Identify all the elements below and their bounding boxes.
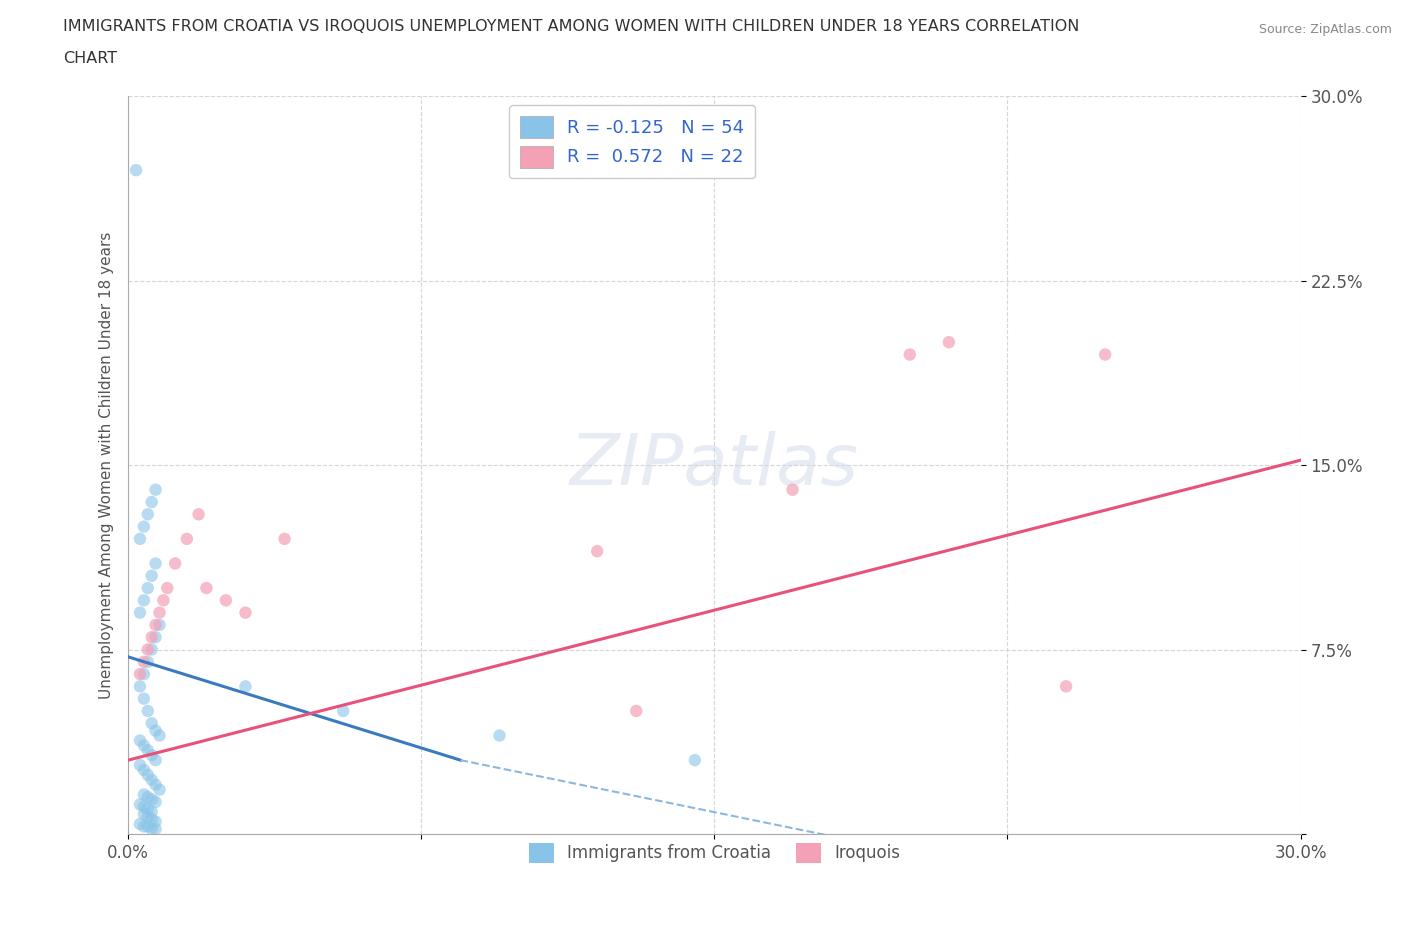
Point [136,507,159,522]
Point [136,790,159,804]
Point [141,772,163,787]
Point [145,821,167,836]
Point [683,752,706,767]
Text: IMMIGRANTS FROM CROATIA VS IROQUOIS UNEMPLOYMENT AMONG WOMEN WITH CHILDREN UNDER: IMMIGRANTS FROM CROATIA VS IROQUOIS UNEM… [63,19,1080,33]
Point [141,821,163,836]
Point [782,483,804,498]
Point [148,605,170,620]
Point [132,667,155,682]
Point [195,580,218,595]
Point [129,679,152,694]
Point [148,728,170,743]
Point [156,580,179,595]
Point [129,605,152,620]
Point [145,724,167,738]
Point [132,787,155,802]
Point [148,782,170,797]
Point [129,733,152,748]
Point [132,819,155,834]
Point [129,797,152,812]
Point [145,777,167,792]
Point [132,763,155,777]
Point [145,814,167,829]
Point [132,737,155,752]
Point [145,483,167,498]
Point [125,163,148,178]
Point [136,767,159,782]
Point [145,556,167,571]
Point [141,792,163,807]
Point [141,495,163,510]
Point [332,703,354,718]
Point [136,703,159,718]
Point [215,593,238,608]
Text: Source: ZipAtlas.com: Source: ZipAtlas.com [1258,23,1392,36]
Point [235,605,257,620]
Point [145,752,167,767]
Text: ZIPatlas: ZIPatlas [569,431,859,499]
Point [132,519,155,534]
Point [586,544,609,559]
Point [141,748,163,763]
Point [132,655,155,670]
Point [136,655,159,670]
Point [898,347,921,362]
Point [141,804,163,819]
Point [132,691,155,706]
Point [148,618,170,632]
Point [273,531,295,546]
Point [176,531,198,546]
Point [165,556,187,571]
Point [145,794,167,809]
Y-axis label: Unemployment Among Women with Children Under 18 years: Unemployment Among Women with Children U… [100,232,114,698]
Point [132,806,155,821]
Legend: Immigrants from Croatia, Iroquois: Immigrants from Croatia, Iroquois [522,836,907,870]
Point [141,642,163,657]
Point [1094,347,1116,362]
Point [152,593,174,608]
Point [129,817,152,831]
Point [626,703,648,718]
Point [938,335,960,350]
Point [141,716,163,731]
Point [136,580,159,595]
Point [136,819,159,834]
Point [145,618,167,632]
Point [136,809,159,824]
Point [129,667,152,682]
Point [136,802,159,817]
Point [488,728,510,743]
Point [1054,679,1077,694]
Point [235,679,257,694]
Point [136,743,159,758]
Point [129,531,152,546]
Point [141,568,163,583]
Point [136,642,159,657]
Point [141,812,163,827]
Text: CHART: CHART [63,51,117,66]
Point [132,800,155,815]
Point [187,507,209,522]
Point [145,630,167,644]
Point [129,758,152,773]
Point [132,593,155,608]
Point [141,630,163,644]
